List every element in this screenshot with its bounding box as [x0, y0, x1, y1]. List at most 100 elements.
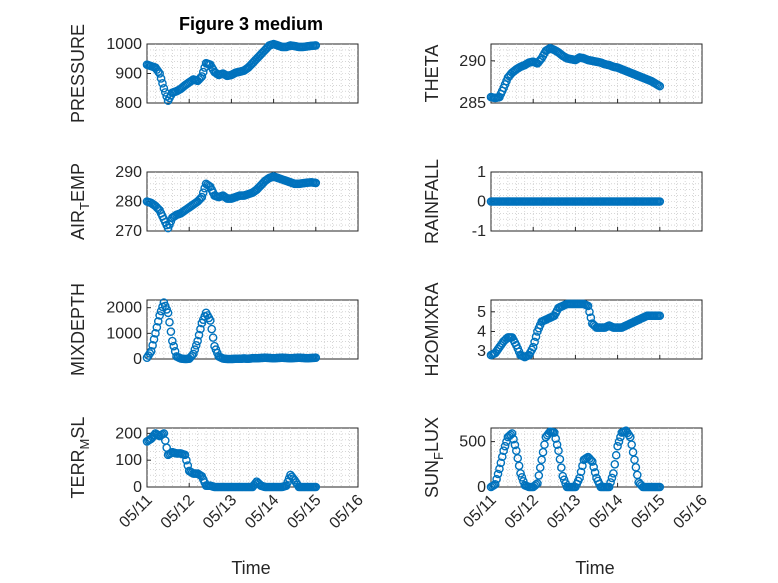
- data-point: [590, 468, 600, 477]
- y-tick-label: 1: [477, 164, 486, 181]
- x-tick-label: 05/14: [586, 492, 626, 532]
- data-point: [169, 341, 179, 351]
- data-point: [528, 342, 538, 352]
- subplot-7: 0 100 200 05/11 05/12 05/13 05/14 05/15 05/16 TER…: [68, 417, 367, 533]
- y-axis-label: RAINFALL: [422, 159, 442, 244]
- data-point: [623, 428, 632, 438]
- y-axis-label: H2OMIXRA: [422, 282, 442, 376]
- y-tick-label: 200: [115, 425, 142, 442]
- data-point: [166, 327, 176, 336]
- data-point: [191, 341, 201, 350]
- data-point: [153, 67, 163, 76]
- subplot-2: 285 290 THETA: [422, 43, 703, 112]
- data-point: [531, 480, 541, 489]
- data-point: [193, 336, 202, 346]
- data-point: [507, 429, 517, 438]
- y-tick-label: 0: [133, 351, 142, 368]
- y-tick-label: 3: [477, 343, 486, 360]
- y-tick-label: 100: [115, 452, 142, 469]
- data-point: [496, 458, 506, 468]
- data-point: [493, 469, 503, 479]
- data-point: [194, 330, 204, 340]
- figure-title: Figure 3 medium: [179, 14, 323, 34]
- subplot-1: 800 900 1000 PRESSURE: [68, 24, 359, 123]
- subplot-6: 3 4 5 H2OMIXRA: [422, 282, 703, 377]
- data-point: [655, 81, 665, 91]
- y-axis-label: SUNFLUX: [422, 417, 446, 498]
- data-point: [311, 353, 321, 363]
- data-point: [531, 332, 541, 342]
- data-point: [585, 307, 594, 317]
- y-axis-label: MIXDEPTH: [68, 283, 88, 376]
- data-point: [165, 317, 174, 327]
- y-tick-label: 0: [477, 194, 486, 211]
- y-tick-label: 900: [115, 66, 142, 83]
- data-point: [145, 349, 155, 358]
- data-point: [151, 329, 160, 338]
- data-point: [311, 41, 321, 50]
- x-tick-label: 05/13: [200, 492, 240, 532]
- y-axis-label: AIRTEMP: [68, 163, 92, 240]
- data-point: [530, 337, 539, 347]
- data-point: [155, 69, 164, 78]
- data-point: [510, 440, 520, 450]
- y-tick-label: 5: [477, 304, 486, 321]
- y-tick-label: 500: [459, 434, 486, 451]
- data-point: [149, 335, 159, 344]
- data-point: [144, 351, 153, 360]
- data-point: [621, 426, 631, 436]
- data-point: [586, 313, 596, 323]
- data-point: [207, 324, 217, 334]
- data-point: [197, 72, 207, 81]
- x-tick-label: 05/16: [326, 492, 366, 532]
- data-point: [557, 463, 566, 472]
- data-point: [611, 450, 621, 460]
- data-point: [190, 345, 200, 354]
- data-point: [146, 347, 156, 356]
- y-tick-label: 1000: [106, 36, 142, 53]
- x-tick-label: 05/13: [544, 492, 584, 532]
- data-point: [517, 473, 527, 482]
- data-point: [655, 197, 665, 206]
- subplot-4: -1 0 1 RAINFALL: [422, 159, 703, 244]
- y-tick-label: 800: [115, 95, 142, 112]
- y-axis-label: THETA: [422, 45, 442, 103]
- data-point: [587, 457, 597, 466]
- axes-frame: [490, 43, 703, 104]
- y-tick-label: 1000: [106, 325, 142, 342]
- subplot-5: 0 1000 2000 MIXDEPTH: [68, 283, 359, 376]
- data-point: [198, 188, 208, 197]
- y-tick-label: 280: [115, 194, 142, 211]
- y-tick-label: 285: [459, 95, 486, 112]
- data-point: [534, 471, 544, 480]
- x-axis-label-right: Time: [575, 558, 614, 578]
- x-tick-label: 05/14: [242, 492, 282, 532]
- data-point: [180, 450, 190, 460]
- data-point: [610, 460, 620, 469]
- y-tick-label: 0: [133, 479, 142, 496]
- data-point: [168, 336, 177, 346]
- data-point: [576, 467, 586, 477]
- x-tick-label: 05/12: [502, 492, 542, 532]
- data-point: [499, 446, 508, 455]
- y-tick-label: 4: [477, 323, 486, 340]
- data-point: [497, 452, 507, 462]
- data-point: [182, 455, 191, 465]
- data-point: [142, 353, 152, 363]
- data-point: [311, 178, 321, 188]
- y-axis-label: TERRMSL: [68, 417, 92, 499]
- data-point: [535, 463, 545, 472]
- data-point: [163, 308, 173, 318]
- data-point: [490, 479, 500, 489]
- data-point: [589, 462, 598, 472]
- x-tick-label: 05/11: [116, 492, 156, 532]
- data-point: [578, 461, 587, 471]
- data-point: [197, 192, 207, 202]
- data-point: [156, 74, 166, 83]
- x-axis-label-left: Time: [231, 558, 270, 578]
- data-point: [655, 311, 665, 321]
- data-point: [153, 204, 163, 214]
- data-point: [550, 428, 559, 437]
- data-point: [516, 469, 525, 478]
